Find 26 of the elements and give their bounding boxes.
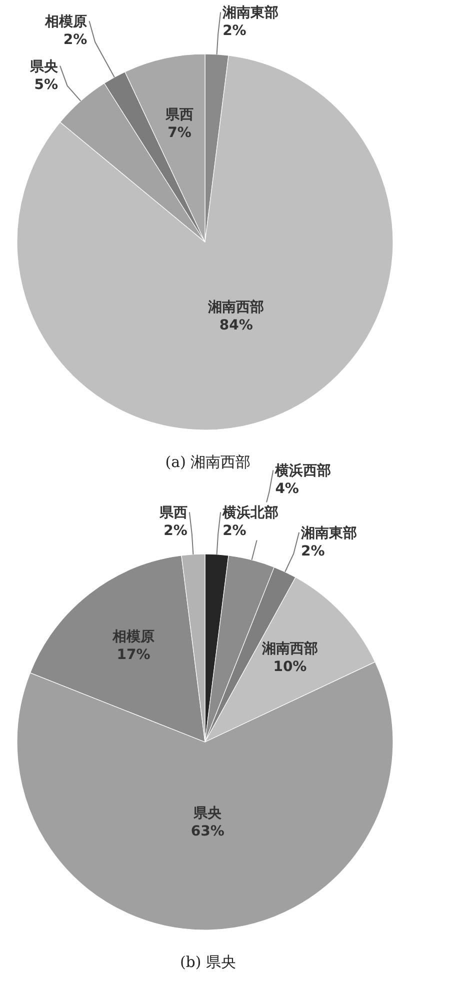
- data-label: 2%: [222, 23, 246, 40]
- data-label: 2%: [63, 32, 88, 48]
- slice-label: 横浜西部: [274, 462, 332, 480]
- data-label: 4%: [275, 481, 299, 498]
- data-label: 7%: [168, 125, 192, 142]
- data-label: 2%: [222, 523, 246, 540]
- data-label: 84%: [219, 318, 253, 334]
- data-label: 2%: [164, 523, 188, 540]
- slice-label: 湘南東部: [300, 524, 358, 542]
- slice-label: 県央: [192, 806, 223, 822]
- text: (b) 県央: [180, 953, 236, 971]
- slice-label: 横浜北部: [222, 504, 279, 522]
- slice-label: 県央: [29, 58, 60, 75]
- slice-label: 県西: [164, 107, 194, 124]
- slice-label: 県西: [158, 505, 188, 522]
- slice-label: 相模原: [44, 14, 88, 30]
- slice-label: 湘南西部: [260, 640, 318, 658]
- data-label: 17%: [116, 646, 150, 663]
- data-label: 5%: [34, 76, 58, 93]
- data-label: 2%: [301, 543, 325, 560]
- data-label: 63%: [190, 824, 224, 840]
- data-label: 10%: [273, 659, 307, 676]
- slice-label: 湘南西部: [207, 298, 264, 316]
- text: (a) 湘南西部: [165, 453, 251, 471]
- slice-label: 相模原: [112, 628, 155, 645]
- slice-label: 湘南東部: [222, 4, 279, 22]
